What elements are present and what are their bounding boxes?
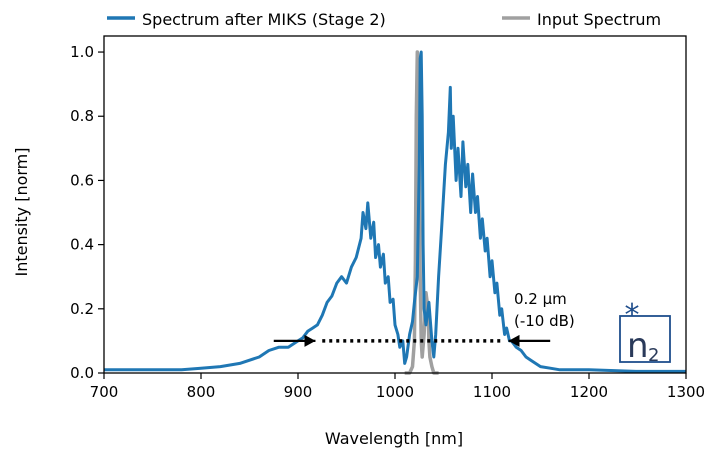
x-tick-label: 800 xyxy=(187,383,216,401)
logo-frame xyxy=(619,315,671,363)
x-tick-label: 1100 xyxy=(473,383,511,401)
y-tick-label: 0.6 xyxy=(70,171,94,189)
x-tick-label: 1300 xyxy=(667,383,705,401)
star-icon: * xyxy=(625,298,640,333)
y-tick-label: 0.2 xyxy=(70,300,94,318)
legend-label-miks: Spectrum after MIKS (Stage 2) xyxy=(142,10,386,29)
annotation-width-db: (-10 dB) xyxy=(514,312,575,330)
y-tick-label: 1.0 xyxy=(70,43,94,61)
x-tick-label: 1200 xyxy=(570,383,608,401)
y-tick-label: 0.8 xyxy=(70,107,94,125)
legend-label-input: Input Spectrum xyxy=(537,10,661,29)
logo-gap xyxy=(616,300,650,314)
n2-logo: * n 2 xyxy=(616,298,671,366)
legend: Spectrum after MIKS (Stage 2) Input Spec… xyxy=(107,10,661,29)
left-arrow-head xyxy=(304,334,316,347)
y-axis-ticks: 0.0 0.2 0.4 0.6 0.8 1.0 xyxy=(70,43,104,382)
x-tick-label: 1000 xyxy=(376,383,414,401)
annotation-width-value: 0.2 μm xyxy=(514,290,567,308)
y-tick-label: 0.4 xyxy=(70,236,94,254)
y-axis-label: Intensity [norm] xyxy=(12,147,31,276)
logo-n-text: n xyxy=(627,326,649,366)
x-tick-label: 700 xyxy=(90,383,119,401)
series-line-input xyxy=(404,50,439,375)
y-tick-label: 0.0 xyxy=(70,364,94,382)
width-annotation: 0.2 μm (-10 dB) xyxy=(273,290,575,347)
logo-subscript: 2 xyxy=(648,345,659,366)
series-line-miks xyxy=(104,50,686,373)
x-axis-ticks: 700 800 900 1000 1100 1200 1300 xyxy=(90,373,705,401)
plot-area xyxy=(104,50,686,375)
right-arrow-head xyxy=(508,334,520,347)
x-axis-label: Wavelength [nm] xyxy=(325,429,463,448)
x-tick-label: 900 xyxy=(284,383,313,401)
